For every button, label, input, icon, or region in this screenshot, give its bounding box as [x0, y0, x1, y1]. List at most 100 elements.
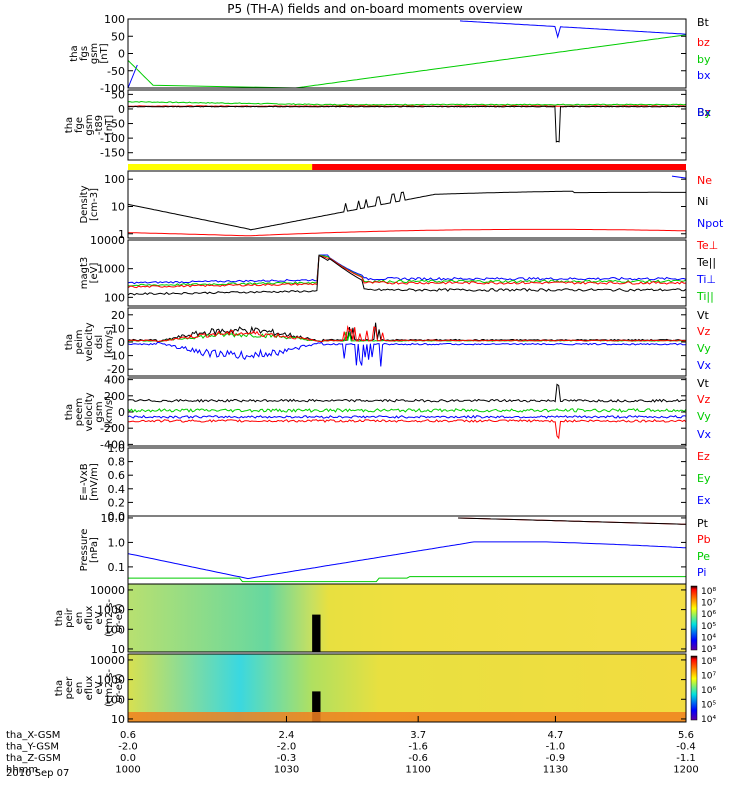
ylabel-fge: gsm — [84, 114, 95, 135]
xtick-Z: -0.3 — [277, 753, 297, 764]
ytick-label-peim_velocity: -10 — [107, 350, 125, 363]
legend-density: Npot — [697, 217, 724, 230]
ylabel-peem_velocity: gsm — [94, 401, 105, 422]
ylabel-peir_spec: eflux — [84, 606, 95, 631]
colorbar-label-peir_spec: 10⁷ — [701, 599, 716, 609]
ylabel-peer_spec: eV — [94, 681, 105, 694]
panel-frame-density — [127, 170, 687, 239]
temperature-curve-3 — [127, 254, 687, 296]
colorbar-label-peir_spec: 10³ — [701, 645, 716, 655]
pressure-pe-curve — [128, 576, 686, 583]
ylabel-fgs: gsm — [89, 43, 100, 64]
ytick-label-peer_spec: 100 — [104, 693, 125, 706]
legend-density: Ne — [697, 174, 712, 187]
ytick-label-efield: 0.6 — [108, 469, 126, 482]
xtick-Y: -2.0 — [277, 742, 297, 753]
density-ni-curve — [127, 190, 686, 231]
ylabel-fgs: [nT] — [99, 43, 110, 63]
ylabel-peer_spec: peer — [64, 676, 75, 700]
xtick-Y: -2.0 — [118, 742, 138, 753]
ylabel-pressure: [nPa] — [89, 537, 100, 563]
temperature-curve-2 — [127, 254, 687, 289]
ytick-label-density: 100 — [104, 173, 125, 186]
ytick-label-peer_spec: 10 — [111, 713, 125, 726]
legend-pressure: Pi — [697, 566, 706, 579]
ylabel-peim_velocity: peim — [74, 329, 85, 354]
peer_spec-data-gap — [312, 691, 321, 722]
legend-peem_velocity: Vx — [697, 428, 712, 441]
ylabel-fge: fge — [74, 117, 85, 133]
ytick-label-fge: -150 — [100, 147, 125, 160]
peem-vt-curve — [127, 383, 687, 403]
ytick-label-temperature: 10000 — [90, 234, 125, 247]
ylabel-peem_velocity: tha — [64, 404, 75, 420]
peim-velocity-curve-0 — [127, 322, 687, 343]
ytick-label-peir_spec: 100 — [104, 623, 125, 636]
legend-fgs: by — [697, 53, 711, 66]
legend-fgs: bz — [697, 36, 710, 49]
ylabel-fge: tha — [64, 117, 75, 133]
density-ne-curve — [127, 228, 686, 237]
ylabel-peem_velocity: peem — [74, 398, 85, 426]
legend-temperature: Te⊥ — [696, 239, 718, 252]
colorbar-label-peer_spec: 10⁷ — [701, 672, 716, 682]
legend-efield: Ey — [697, 472, 711, 485]
ytick-label-peir_spec: 1000 — [97, 604, 125, 617]
colorbar-label-peer_spec: 10⁴ — [701, 715, 716, 725]
xtick-Y: -1.0 — [546, 742, 566, 753]
legend-pressure: Pt — [697, 517, 709, 530]
ytick-label-pressure: 0.1 — [108, 561, 126, 574]
ylabel-fgs: tha — [69, 45, 80, 61]
legend-pressure: Pe — [697, 550, 710, 563]
panel-frame-efield — [127, 447, 687, 517]
xtick-Z: -0.6 — [408, 753, 428, 764]
x-row-label: tha_Z-GSM — [6, 753, 61, 764]
ylabel-peir_spec: en — [74, 612, 85, 625]
peer-low-energy-band — [128, 712, 686, 722]
xtick-hhmm: 1130 — [543, 765, 568, 776]
ylabel-pressure: Pressure — [79, 529, 90, 572]
legend-peim_velocity: Vt — [697, 309, 710, 322]
panel-frame-fge — [127, 89, 687, 161]
xtick-hhmm: 1200 — [673, 765, 698, 776]
x-row-label: hhmm — [6, 765, 38, 776]
ylabel-density: [cm-3] — [89, 188, 100, 221]
ylabel-peer_spec: sr-eV) — [114, 673, 125, 702]
ytick-label-efield: 0.0 — [108, 510, 126, 523]
ylabel-temperature: magt3 — [79, 257, 90, 290]
ytick-label-peim_velocity: 20 — [111, 309, 125, 322]
ylabel-efield: [mV/m] — [89, 463, 100, 501]
ytick-label-density: 10 — [111, 200, 125, 213]
legend-density: Ni — [697, 195, 708, 208]
fge-by-curve — [127, 100, 687, 106]
ytick-label-efield: 0.8 — [108, 456, 126, 469]
ylabel-peir_spec: peir — [64, 607, 75, 627]
legend-peim_velocity: Vz — [697, 325, 711, 338]
ytick-label-density: 1 — [118, 228, 125, 241]
legend-fge: Bx — [697, 106, 712, 119]
ylabel-temperature: [eV] — [89, 263, 100, 284]
xtick-Y: -0.4 — [676, 742, 696, 753]
pressure-pi-curve — [127, 541, 687, 580]
ylabel-peer_spec: (cm2-s- — [104, 669, 115, 707]
legend-peim_velocity: Vx — [697, 359, 712, 372]
colorbar-label-peir_spec: 10⁶ — [701, 610, 716, 620]
ylabel-peem_velocity: velocity — [84, 392, 95, 431]
ytick-label-fge: 0 — [118, 103, 125, 116]
peer-spectrogram — [128, 654, 686, 722]
x-row-label: tha_Y-GSM — [6, 742, 59, 753]
temperature-curve-1 — [127, 254, 687, 287]
legend-peem_velocity: Vz — [697, 393, 711, 406]
colorbar-peir_spec — [690, 585, 698, 651]
legend-temperature: Ti|| — [696, 290, 714, 303]
peir-spectrogram — [128, 584, 686, 652]
legend-efield: Ex — [697, 494, 711, 507]
ylabel-peim_velocity: dsl — [94, 335, 105, 349]
ylabel-peir_spec: tha — [54, 610, 65, 626]
legend-efield: Ez — [697, 450, 710, 463]
ytick-label-peir_spec: 10 — [111, 643, 125, 656]
ylabel-peim_velocity: tha — [64, 334, 75, 350]
panel-frame-peer_spec — [127, 653, 687, 723]
fge-bx-curve — [127, 105, 687, 143]
